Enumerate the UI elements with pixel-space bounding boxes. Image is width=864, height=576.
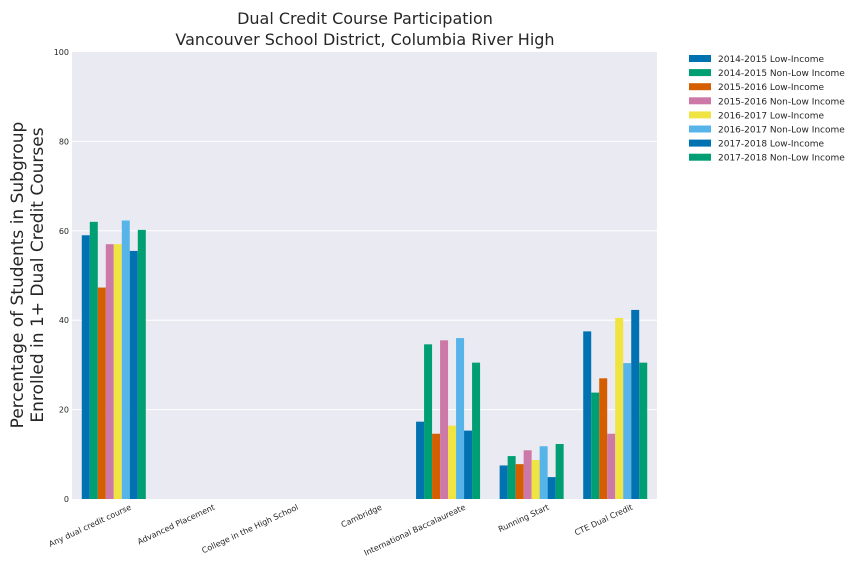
y-tick-label: 0 <box>64 495 69 504</box>
bar <box>448 425 457 499</box>
bar <box>129 250 138 499</box>
bar <box>583 331 592 499</box>
legend-swatch <box>689 153 711 161</box>
bar <box>456 338 465 499</box>
legend-label: 2017-2018 Non-Low Income <box>718 154 845 164</box>
y-tick-labels: 0 20 40 60 80 100 <box>54 48 69 504</box>
bar <box>464 430 473 499</box>
bar <box>440 340 449 499</box>
bar <box>105 244 114 499</box>
y-tick-label: 40 <box>59 316 69 325</box>
x-tick-label: CTE Dual Credit <box>573 503 634 538</box>
chart-title: Dual Credit Course Participation Vancouv… <box>175 9 554 49</box>
legend-label: 2015-2016 Non-Low Income <box>718 97 845 107</box>
bar <box>523 450 532 499</box>
bar <box>539 446 548 499</box>
bar <box>424 344 433 499</box>
bars <box>81 220 648 500</box>
bar <box>137 229 146 499</box>
bar <box>113 244 122 499</box>
bar <box>623 363 632 499</box>
x-tick-label: Any dual credit course <box>47 503 132 549</box>
legend-swatch <box>689 55 711 62</box>
y-tick-label: 60 <box>59 227 69 236</box>
bar <box>416 421 425 499</box>
legend-swatch <box>689 125 711 133</box>
bar <box>432 433 441 499</box>
legend-label: 2014-2015 Low-Income <box>718 55 824 65</box>
bar <box>472 362 481 499</box>
legend-label: 2016-2017 Low-Income <box>718 111 824 121</box>
x-tick-label: Cambridge <box>340 503 384 530</box>
bar <box>531 460 540 499</box>
chart-title-line-2: Vancouver School District, Columbia Rive… <box>175 30 554 49</box>
bar <box>547 477 556 499</box>
y-axis-label-line-2: Enrolled in 1+ Dual Credit Courses <box>28 127 48 422</box>
chart-title-line-1: Dual Credit Course Participation <box>237 9 493 28</box>
legend-label: 2014-2015 Non-Low Income <box>718 69 845 79</box>
bar <box>89 221 98 500</box>
bar <box>121 220 130 500</box>
legend-label: 2016-2017 Non-Low Income <box>718 126 845 136</box>
legend-swatch <box>689 139 711 147</box>
bar <box>515 464 524 499</box>
y-tick-label: 100 <box>54 48 69 57</box>
legend-swatch <box>689 83 711 91</box>
legend-swatch <box>689 69 711 77</box>
legend-label: 2015-2016 Low-Income <box>718 83 824 93</box>
bar <box>631 309 640 499</box>
bar <box>599 378 608 499</box>
plot-area <box>72 52 657 499</box>
legend-swatch <box>689 97 711 105</box>
bar <box>591 392 600 499</box>
y-axis-label-line-1: Percentage of Students in Subgroup <box>8 122 28 429</box>
legend-label: 2017-2018 Low-Income <box>718 140 824 150</box>
bar <box>507 456 516 499</box>
x-tick-label: Advanced Placement <box>136 503 216 547</box>
bar <box>607 433 616 499</box>
legend-swatch <box>689 111 711 119</box>
bar <box>639 362 648 499</box>
x-tick-label: Running Start <box>497 503 551 534</box>
y-tick-label: 20 <box>59 406 69 415</box>
bar <box>81 235 90 499</box>
gridlines <box>72 140 657 411</box>
bar <box>97 287 106 499</box>
x-tick-labels: Any dual credit course Advanced Placement… <box>47 503 634 558</box>
bar <box>555 444 564 499</box>
y-tick-label: 80 <box>59 137 69 146</box>
bar <box>615 317 624 499</box>
legend: 2014-2015 Low-Income 2014-2015 Non-Low In… <box>689 55 845 164</box>
bar <box>499 465 508 499</box>
y-axis-label: Percentage of Students in Subgroup Enrol… <box>8 122 48 429</box>
